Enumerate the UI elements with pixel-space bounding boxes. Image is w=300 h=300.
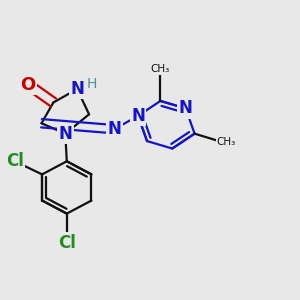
Text: N: N [70,80,84,98]
Text: N: N [107,120,121,138]
Text: H: H [86,77,97,91]
Text: O: O [20,76,36,94]
Text: N: N [179,99,193,117]
Text: N: N [58,125,72,143]
Text: CH₃: CH₃ [217,137,236,147]
Text: Cl: Cl [58,234,76,252]
Text: CH₃: CH₃ [151,64,170,74]
Text: Cl: Cl [6,152,24,170]
Text: N: N [131,107,145,125]
